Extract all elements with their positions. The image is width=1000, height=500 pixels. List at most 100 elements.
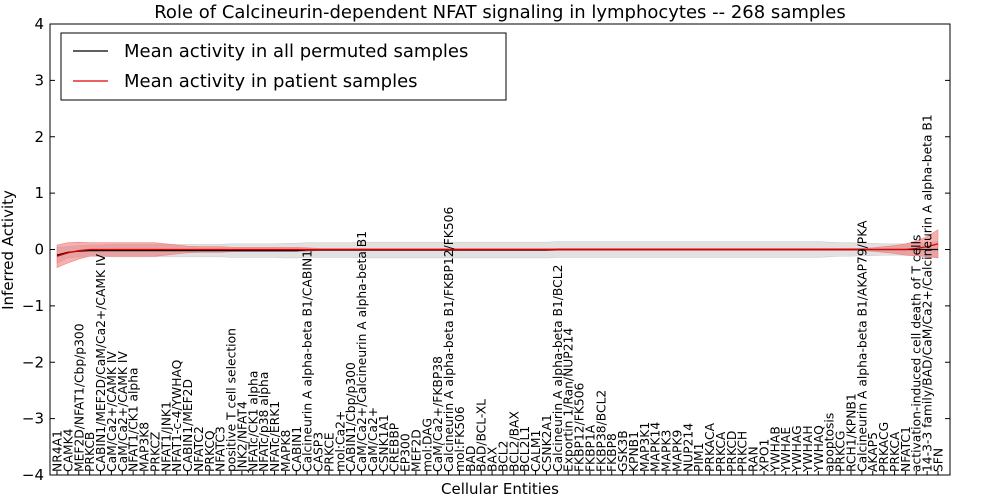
x-tick-label: NFATC2 (192, 426, 206, 472)
x-tick-label: Calcineurin A alpha-beta B1/CABIN1 (301, 250, 315, 472)
x-tick-label: NFATc/p38 alpha (257, 372, 271, 472)
x-tick-label: apoptosis (823, 413, 837, 472)
y-tick-label: −4 (22, 466, 44, 484)
x-tick-label: MEF2D (409, 429, 423, 472)
x-tick-label: FKBP12/FK506 (573, 382, 587, 472)
legend-box (60, 32, 507, 101)
x-tick-label: BCL2/BAX (507, 411, 521, 472)
y-tick-label: −1 (22, 297, 44, 315)
y-tick-label: 3 (34, 71, 44, 89)
x-tick-label: CALM1 (529, 430, 543, 472)
x-tick-label: BCL2 (496, 441, 510, 472)
y-tick-label: 0 (34, 241, 44, 259)
x-tick-label: NFAT1/JNK1 (159, 401, 173, 472)
x-tick-label: MAPK9 (670, 430, 684, 472)
x-tick-label: MAP3K8 (138, 422, 152, 472)
x-tick-label: CaM/Ca2+/Calcineurin A alpha-beta B1 (355, 231, 369, 472)
x-tick-label: YWHAH (801, 425, 815, 473)
x-tick-label: CABIN1/MEF2D (181, 379, 195, 472)
series-lines (56, 243, 939, 257)
x-tick-label: PRKCG (834, 431, 848, 472)
x-tick-label: CREBBP (388, 423, 402, 472)
x-tick-label: BCL2L1 (518, 426, 532, 472)
y-tick-label: 1 (34, 184, 44, 202)
x-axis-label: Cellular Entities (441, 480, 559, 498)
x-tick-label: AKAP5 (866, 432, 880, 472)
x-tick-label: PRKACA (703, 422, 717, 472)
x-tick-label: PRKACG (877, 422, 891, 472)
x-tick-label: CABIN1/MEF2D/CaM/Ca2+/CAMK IV (94, 253, 108, 472)
x-tick-labels: NR4A1CAMK4MEF2D/NFAT1/Cbp/p300PRKCBCABIN… (51, 114, 946, 473)
x-tick-label: KPNB1 (627, 431, 641, 472)
x-tick-label: MAPK8 (279, 430, 293, 472)
x-tick-label: CaM/Ca2+/CAMK IV (116, 351, 130, 472)
x-tick-label: FKBP8 (605, 433, 619, 472)
x-tick-label: Calcineurin A alpha-beta B1/BCL2 (551, 265, 565, 472)
plot-area-frame (49, 23, 951, 476)
chart-title: Role of Calcineurin-dependent NFAT signa… (154, 2, 846, 23)
x-tick-label: BAX (486, 446, 500, 472)
x-tick-label: JNK2/NFAT4 (235, 401, 249, 473)
x-tick-label: PRKCA (714, 431, 728, 472)
x-tick-label: NUP214 (681, 423, 695, 472)
x-tick-label: NFATC1 (899, 426, 913, 472)
x-tick-label: GSK3B (616, 430, 630, 472)
x-tick-label: NR4A1 (51, 430, 65, 472)
legend: Mean activity in all permuted samples Mea… (60, 32, 507, 101)
legend-entry-label: Mean activity in patient samples (124, 71, 418, 92)
y-tick-label: 4 (34, 15, 44, 33)
x-tick-label: PRKCD (725, 431, 739, 472)
y-tick-label: −3 (22, 410, 44, 428)
x-tick-label: mol:DAG (420, 418, 434, 472)
y-tick-label: −2 (22, 353, 44, 371)
axis-ticks (50, 23, 950, 476)
x-tick-label: YWHAE (779, 427, 793, 473)
x-tick-label: CASP3 (312, 432, 326, 472)
x-tick-label: NFATc/ERK1 (268, 401, 282, 472)
x-tick-label: mol:FK506 (453, 406, 467, 472)
x-tick-label: YWHAQ (812, 425, 826, 473)
x-tick-label: CaM/Ca2+/CAMK IV (105, 351, 119, 472)
x-tick-label: NFAT1/CK1 alpha (127, 367, 141, 472)
x-tick-label: YWHAB (768, 426, 782, 473)
legend-entry-label: Mean activity in all permuted samples (124, 41, 468, 62)
x-tick-label: Calcineurin A alpha-beta B1/AKAP79/PKA (855, 220, 869, 472)
x-tick-label: CAMK4 (61, 428, 75, 472)
x-tick-label: PRKCZ (148, 432, 162, 472)
x-tick-label: MAP3K1 (638, 422, 652, 472)
y-tick-label: 2 (34, 128, 44, 146)
x-tick-label: PRKCQ (203, 430, 217, 472)
y-tick-labels: 4 3 2 1 0 −1 −2 −3 −4 (22, 15, 44, 484)
x-tick-label: BAD (464, 446, 478, 472)
x-tick-label: Calcineurin A alpha-beta B1/FKBP12/FK506 (442, 207, 456, 472)
x-tick-label: PRKCB (83, 432, 97, 472)
x-tick-label: Exportin 1/Ran/NUP214 (562, 328, 576, 472)
x-tick-label: NFAT1-c-4/YWHAQ (170, 360, 184, 472)
x-tick-label: CABIN1 (290, 426, 304, 472)
x-tick-label: CABIN1/Cbp/p300 (344, 362, 358, 472)
x-tick-label: NFATc/CK1 alpha (246, 371, 260, 472)
x-tick-label: RAN (747, 446, 761, 472)
x-tick-label: PRKCH (736, 431, 750, 472)
x-tick-label: CaM/Ca2+ (366, 407, 380, 472)
x-tick-label: CaM/Ca2+/FKBP38 (431, 356, 445, 472)
x-tick-label: MAPK14 (649, 422, 663, 472)
x-tick-label: activation-induced cell death of T cells (910, 235, 924, 472)
x-tick-label: positive T cell selection (225, 328, 239, 472)
x-tick-label: BAD/BCL-XL (475, 399, 489, 472)
x-tick-label: CSNK1A1 (377, 414, 391, 472)
x-tick-label: NFATC3 (214, 426, 228, 472)
y-axis-label: Inferred Activity (0, 190, 17, 310)
x-tick-label: 14-3-3 family/BAD/CaM/Ca2+/Calcineurin A… (921, 114, 935, 472)
x-tick-label: SFN (932, 448, 946, 472)
x-tick-label: YWHAG (790, 425, 804, 473)
x-tick-label: FKBP38/BCL2 (594, 390, 608, 472)
x-tick-label: PRKCE (322, 432, 336, 472)
x-tick-label: PRKCA (888, 431, 902, 472)
x-tick-label: MEF2D/NFAT1/Cbp/p300 (72, 323, 86, 472)
x-tick-label: FKBP1A (583, 424, 597, 472)
x-tick-label: XPO1 (757, 439, 771, 472)
patient-samples-line (56, 243, 939, 257)
x-tick-label: mol:Ca2+ (333, 411, 347, 472)
